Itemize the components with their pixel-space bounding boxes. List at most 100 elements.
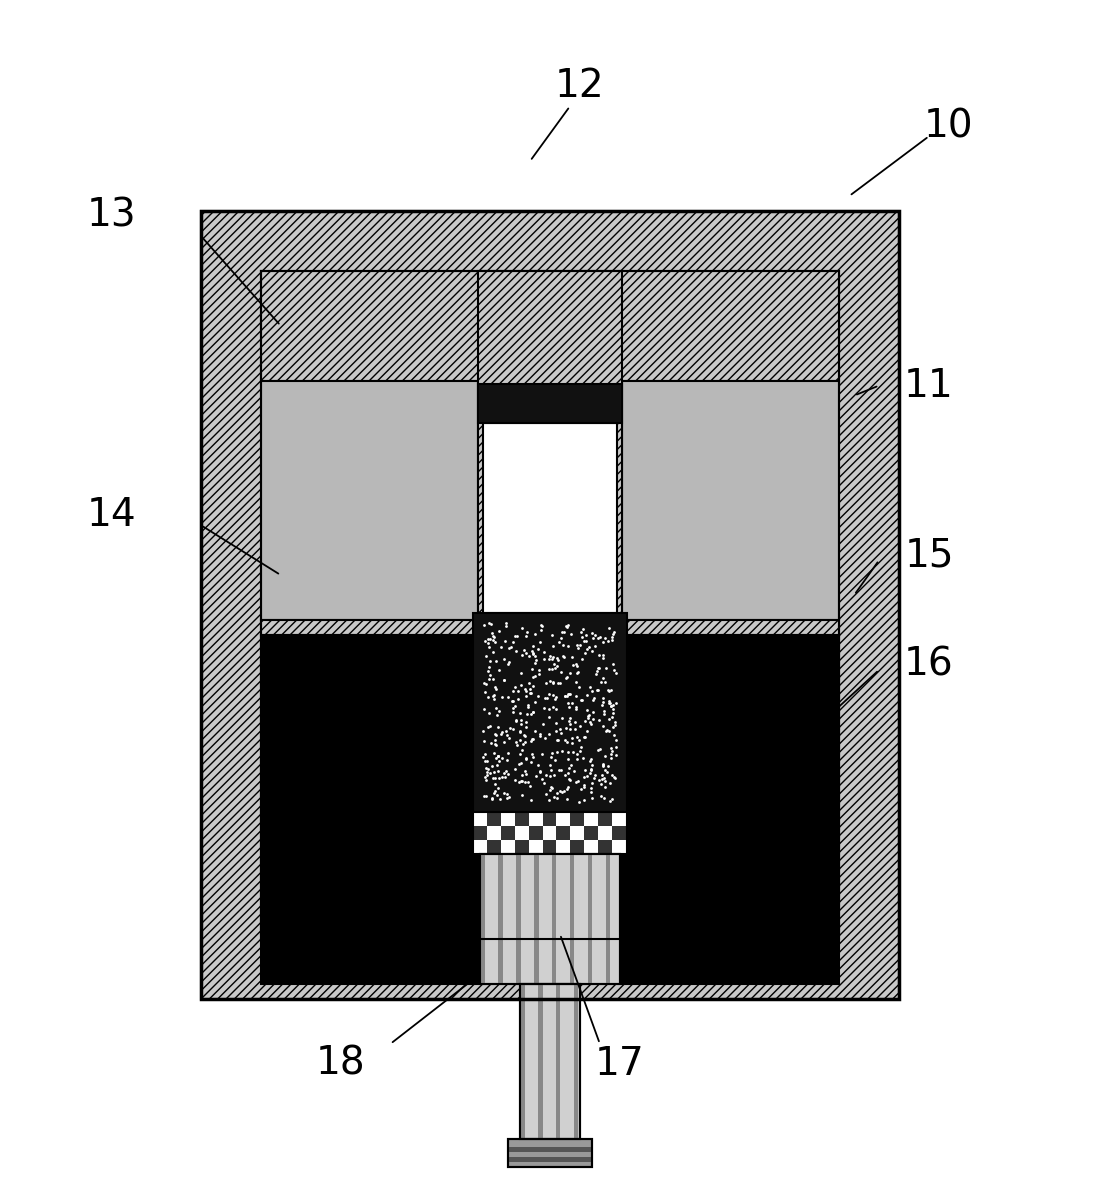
Point [592, 673, 609, 692]
Bar [623, 635, 839, 934]
Point [490, 768, 507, 788]
Point [581, 764, 598, 783]
Bar [613, 840, 626, 854]
Point [538, 674, 556, 693]
Point [488, 680, 505, 699]
Point [596, 673, 614, 692]
Point [551, 782, 569, 801]
Point [594, 648, 612, 667]
Point [548, 649, 565, 668]
Point [557, 730, 574, 749]
Point [601, 773, 618, 792]
Point [485, 627, 503, 646]
Point [546, 766, 563, 785]
Point [523, 731, 540, 750]
Point [516, 761, 534, 780]
Bar [260, 271, 839, 380]
Point [519, 772, 537, 791]
Bar [501, 827, 515, 840]
Point [557, 617, 574, 636]
Point [594, 632, 612, 651]
Point [486, 731, 504, 750]
Point [515, 725, 533, 744]
Point [530, 661, 548, 680]
Point [513, 772, 530, 791]
Point [493, 768, 511, 788]
Point [591, 627, 608, 646]
Point [483, 614, 501, 633]
Point [556, 686, 573, 705]
Point [548, 656, 565, 675]
Point [559, 778, 576, 797]
Point [484, 631, 502, 650]
Point [568, 697, 585, 716]
Point [545, 648, 562, 667]
Point [559, 733, 576, 752]
Point [541, 670, 559, 690]
Point [520, 684, 538, 703]
Point [591, 740, 608, 759]
Point [508, 626, 526, 645]
Point [594, 645, 612, 664]
Point [480, 661, 497, 680]
Bar [260, 620, 478, 635]
Point [560, 743, 578, 762]
Point [490, 747, 507, 766]
Point [594, 754, 612, 773]
Bar [520, 983, 580, 1139]
Point [498, 654, 516, 673]
Point [607, 746, 625, 765]
Point [579, 706, 596, 725]
Point [586, 637, 604, 656]
Point [497, 722, 515, 741]
Bar [570, 854, 574, 983]
Point [490, 701, 507, 721]
Point [506, 676, 524, 695]
Point [531, 632, 549, 651]
Point [501, 788, 518, 807]
Point [590, 658, 607, 678]
Point [590, 740, 607, 759]
Point [548, 713, 565, 733]
Point [480, 704, 497, 723]
Point [485, 686, 503, 705]
Point [479, 687, 496, 706]
Point [583, 624, 601, 643]
Point [482, 734, 500, 753]
Point [513, 710, 530, 729]
Bar [598, 813, 613, 827]
Bar [478, 384, 623, 423]
Point [596, 771, 614, 790]
Point [525, 729, 542, 748]
Text: 16: 16 [904, 645, 954, 684]
Point [536, 643, 553, 662]
Point [557, 766, 574, 785]
Point [481, 764, 498, 783]
Point [524, 644, 541, 663]
Point [477, 675, 494, 694]
Point [545, 636, 562, 655]
Point [583, 749, 601, 768]
Point [576, 728, 594, 747]
Point [560, 759, 578, 778]
Point [607, 737, 625, 756]
Point [504, 632, 522, 651]
Point [474, 722, 492, 741]
Point [596, 629, 614, 648]
Point [486, 678, 504, 697]
Bar [623, 380, 839, 620]
Point [514, 772, 531, 791]
Bar [557, 827, 571, 840]
Bar [483, 423, 617, 613]
Point [541, 766, 559, 785]
Point [595, 717, 613, 736]
Point [485, 784, 503, 803]
Point [497, 613, 515, 632]
Point [525, 703, 542, 722]
Point [485, 690, 503, 709]
Point [596, 760, 614, 779]
Point [563, 733, 581, 752]
Point [556, 646, 573, 666]
Point [538, 766, 556, 785]
Bar [571, 827, 584, 840]
